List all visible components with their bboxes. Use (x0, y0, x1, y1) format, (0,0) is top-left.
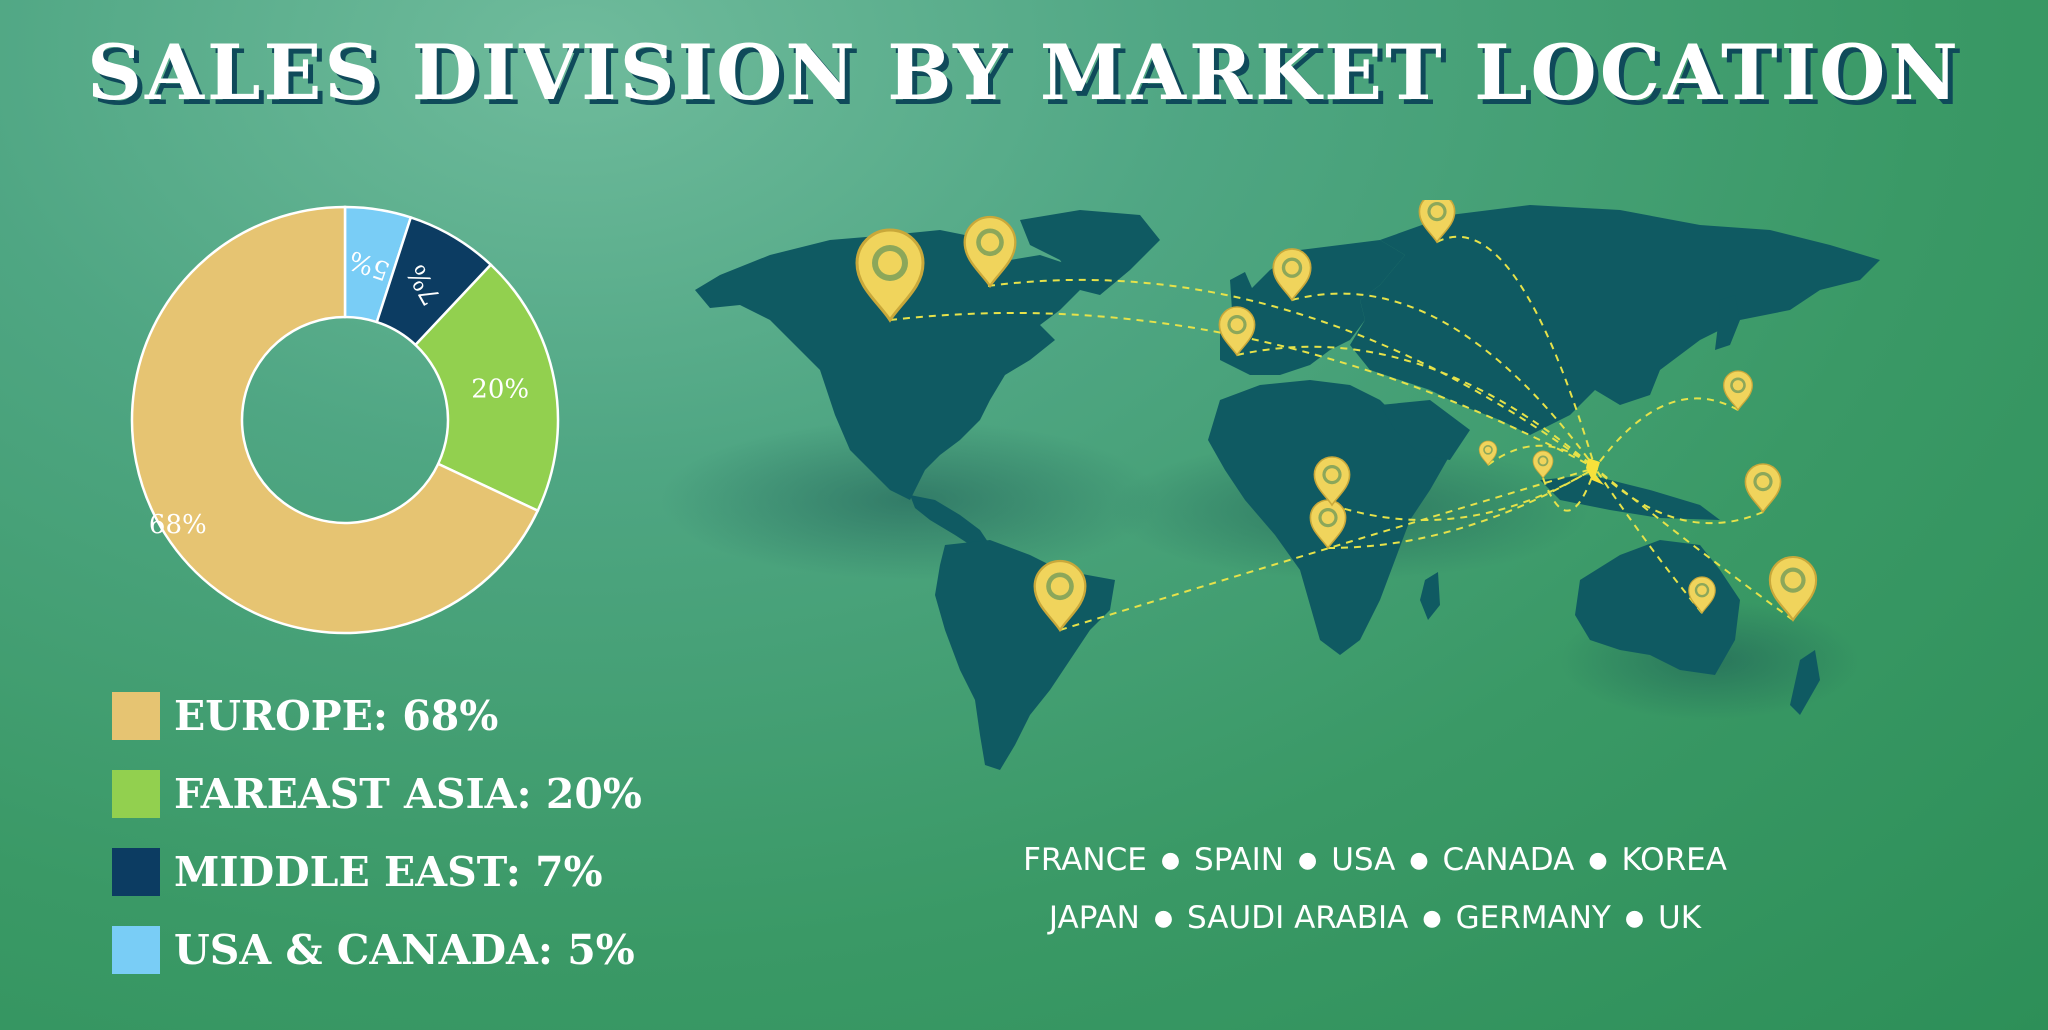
separator-dot: ● (1297, 848, 1318, 873)
route-line (1594, 467, 1794, 621)
location-pin-icon (1744, 463, 1782, 514)
country-name: GERMANY (1455, 900, 1611, 936)
legend-swatch (112, 692, 160, 740)
legend-item: USA & CANADA: 5% (112, 924, 812, 974)
route-line (1594, 467, 1703, 614)
country-row: JAPAN ● SAUDI ARABIA ● GERMANY ● UK (900, 900, 1850, 936)
location-pin-icon (1478, 440, 1498, 466)
location-pin-icon (1418, 200, 1456, 244)
separator-dot: ● (1624, 906, 1645, 931)
slice-label: 20% (471, 374, 529, 404)
arabia-shape (1380, 400, 1470, 460)
route-line (1327, 467, 1596, 549)
country-name: JAPAN (1048, 900, 1140, 936)
pins (855, 200, 1818, 633)
route-line (1236, 345, 1596, 469)
separator-dot: ● (1160, 848, 1181, 873)
world-map (660, 200, 1880, 770)
location-pin-icon (1272, 248, 1312, 302)
location-pin-icon (1218, 306, 1256, 357)
legend-label: USA & CANADA: 5% (174, 926, 635, 974)
hub-icon (1586, 458, 1604, 485)
location-pin-icon (1768, 556, 1818, 622)
legend-swatch (112, 926, 160, 974)
separator-dot: ● (1153, 906, 1174, 931)
uk-shape (1230, 272, 1255, 315)
country-name: UK (1658, 900, 1702, 936)
route-line (1594, 397, 1739, 469)
legend-label: EUROPE: 68% (174, 692, 499, 740)
separator-dot: ● (1588, 848, 1608, 873)
new-zealand-shape (1790, 650, 1820, 715)
country-row: FRANCE ● SPAIN ● USA ● CANADA ● KOREA (900, 842, 1850, 878)
land-masses (695, 205, 1880, 770)
legend-label: MIDDLE EAST: 7% (174, 848, 603, 896)
south-america-shape (935, 540, 1115, 770)
country-name: KOREA (1621, 842, 1727, 878)
donut-chart: 5% 7%20%68% (130, 205, 560, 635)
location-pin-icon (963, 215, 1017, 289)
australia-shape (1575, 540, 1740, 675)
route-line (987, 278, 1596, 469)
central-america-shape (910, 495, 990, 548)
legend-item: MIDDLE EAST: 7% (112, 846, 812, 896)
chart-title: SALES DIVISION BY MARKET LOCATION (87, 28, 1961, 117)
location-pin-icon (1723, 370, 1753, 412)
donut-slice-fareast-asia (413, 262, 560, 513)
legend-item: FAREAST ASIA: 20% (112, 768, 812, 818)
indonesia-shape (1540, 475, 1720, 520)
country-name: SPAIN (1194, 842, 1284, 878)
legend-label: FAREAST ASIA: 20% (174, 770, 642, 818)
route-line (1331, 467, 1596, 522)
route-line (1436, 235, 1596, 469)
slice-label: 68% (149, 510, 207, 540)
legend-item: EUROPE: 68% (112, 690, 812, 740)
country-name: FRANCE (1023, 842, 1147, 878)
greenland-shape (1020, 210, 1160, 295)
location-pin-icon (1688, 576, 1716, 615)
donut-slice-europe (130, 205, 540, 635)
route-line (1291, 292, 1596, 469)
location-pin-icon (1033, 559, 1087, 633)
hub-marker (1586, 458, 1604, 485)
location-pin-icon (1313, 456, 1351, 507)
separator-dot: ● (1409, 848, 1429, 873)
route-line (1487, 444, 1596, 469)
japan-shape (1715, 295, 1740, 350)
asia-shape (1350, 205, 1880, 435)
madagascar-shape (1420, 572, 1440, 620)
country-name: SAUDI ARABIA (1187, 900, 1409, 936)
location-pin-icon (1532, 450, 1554, 479)
country-name: USA (1331, 842, 1396, 878)
north-america-shape (695, 230, 1080, 500)
legend-swatch (112, 848, 160, 896)
separator-dot: ● (1422, 906, 1442, 931)
location-pin-icon (855, 228, 925, 323)
country-name: CANADA (1442, 842, 1575, 878)
legend-swatch (112, 770, 160, 818)
